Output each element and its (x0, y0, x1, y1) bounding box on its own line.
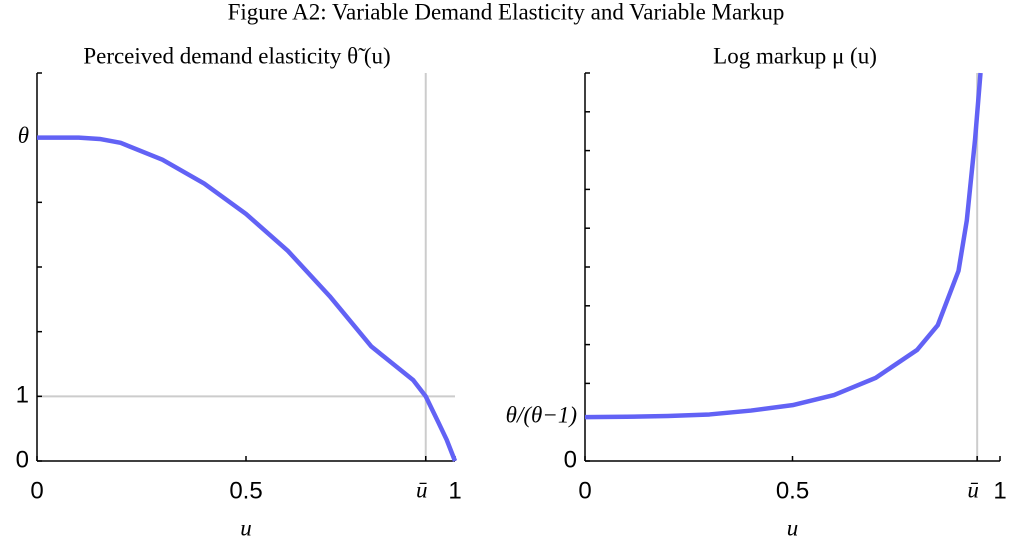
y-tick-label: 0 (16, 446, 29, 473)
y-tick-label: θ/(θ−1) (506, 402, 577, 427)
x-axis-label: u (787, 515, 799, 540)
chart-title: Perceived demand elasticity θ̃ (u) (83, 43, 390, 68)
x-tick-label: 1 (993, 477, 1006, 504)
curve (37, 135, 458, 462)
x-tick-label: 1 (448, 477, 461, 504)
x-tick-label: ū (967, 477, 979, 502)
x-tick-label: 0.5 (776, 477, 809, 504)
y-tick-label: 1 (16, 382, 29, 409)
x-tick-label: ū (416, 477, 428, 502)
curve (584, 72, 983, 420)
x-axis-label: u (240, 515, 252, 540)
y-tick-label: 0 (564, 446, 577, 473)
x-tick-label: 0 (30, 477, 43, 504)
figure-title: Figure A2: Variable Demand Elasticity an… (228, 0, 785, 24)
y-tick-label: θ (18, 123, 29, 148)
x-tick-label: 0.5 (229, 477, 262, 504)
chart-title: Log markup μ (u) (713, 43, 877, 68)
x-tick-label: 0 (578, 477, 591, 504)
